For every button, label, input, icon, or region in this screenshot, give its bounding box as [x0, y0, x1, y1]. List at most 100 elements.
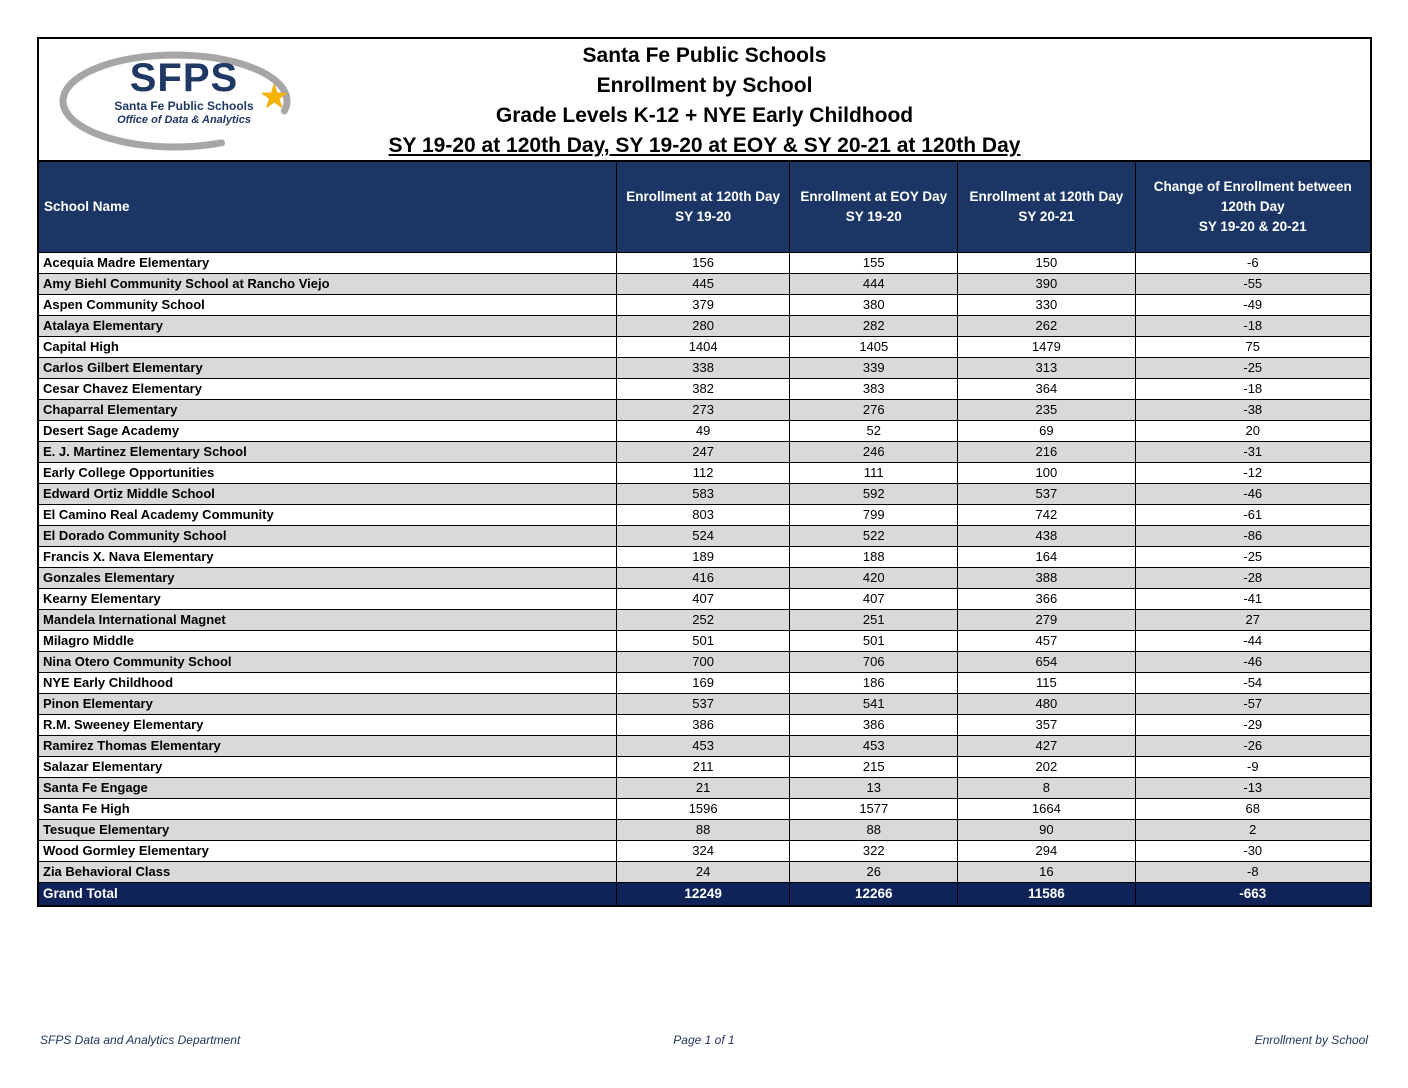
- logo-text-block: SFPS Santa Fe Public Schools Office of D…: [99, 57, 269, 127]
- enrollment-value-cell: 156: [616, 251, 791, 274]
- enrollment-value-cell: 90: [957, 818, 1136, 841]
- grand-total-label: Grand Total: [37, 881, 618, 907]
- enrollment-value-cell: 700: [616, 650, 791, 673]
- enrollment-value-cell: -9: [1134, 755, 1372, 778]
- enrollment-value-cell: -29: [1134, 713, 1372, 736]
- table-row: Acequia Madre Elementary 156 155 150 -6: [37, 251, 1372, 274]
- enrollment-value-cell: 251: [789, 608, 959, 631]
- enrollment-value-cell: 112: [616, 461, 791, 484]
- enrollment-value-cell: -12: [1134, 461, 1372, 484]
- table-row: Santa Fe High 1596 1577 1664 68: [37, 797, 1372, 820]
- enrollment-value-cell: 382: [616, 377, 791, 400]
- table-row: Aspen Community School 379 380 330 -49: [37, 293, 1372, 316]
- enrollment-value-cell: 150: [957, 251, 1136, 274]
- enrollment-value-cell: 1596: [616, 797, 791, 820]
- title-line-4: SY 19-20 at 120th Day, SY 19-20 at EOY &…: [388, 134, 1021, 157]
- enrollment-value-cell: -25: [1134, 356, 1372, 379]
- enrollment-value-cell: 294: [957, 839, 1136, 862]
- table-header: School Name Enrollment at 120th Day SY 1…: [37, 160, 1372, 253]
- column-header-enrollment-eoy-sy1920: Enrollment at EOY Day SY 19-20: [789, 160, 959, 253]
- school-name-cell: Carlos Gilbert Elementary: [37, 356, 618, 379]
- enrollment-value-cell: 501: [789, 629, 959, 652]
- report-sheet: SFPS Santa Fe Public Schools Office of D…: [37, 37, 1372, 907]
- enrollment-value-cell: 16: [957, 860, 1136, 883]
- enrollment-value-cell: 111: [789, 461, 959, 484]
- school-name-cell: R.M. Sweeney Elementary: [37, 713, 618, 736]
- enrollment-value-cell: -30: [1134, 839, 1372, 862]
- table-row: Amy Biehl Community School at Rancho Vie…: [37, 272, 1372, 295]
- table-row: Ramirez Thomas Elementary 453 453 427 -26: [37, 734, 1372, 757]
- grand-total-value: 12249: [616, 881, 791, 907]
- enrollment-value-cell: 407: [789, 587, 959, 610]
- enrollment-value-cell: 444: [789, 272, 959, 295]
- table-row: Gonzales Elementary 416 420 388 -28: [37, 566, 1372, 589]
- enrollment-value-cell: 338: [616, 356, 791, 379]
- enrollment-value-cell: 445: [616, 272, 791, 295]
- enrollment-value-cell: 75: [1134, 335, 1372, 358]
- enrollment-value-cell: 453: [789, 734, 959, 757]
- enrollment-value-cell: 2: [1134, 818, 1372, 841]
- enrollment-value-cell: 1479: [957, 335, 1136, 358]
- grand-total-value: -663: [1134, 881, 1372, 907]
- enrollment-value-cell: -13: [1134, 776, 1372, 799]
- enrollment-value-cell: 26: [789, 860, 959, 883]
- enrollment-table: School Name Enrollment at 120th Day SY 1…: [37, 160, 1372, 907]
- enrollment-value-cell: 541: [789, 692, 959, 715]
- enrollment-value-cell: 186: [789, 671, 959, 694]
- school-name-cell: Acequia Madre Elementary: [37, 251, 618, 274]
- school-name-cell: Nina Otero Community School: [37, 650, 618, 673]
- enrollment-value-cell: 524: [616, 524, 791, 547]
- enrollment-value-cell: 211: [616, 755, 791, 778]
- enrollment-value-cell: 537: [616, 692, 791, 715]
- enrollment-value-cell: 1405: [789, 335, 959, 358]
- enrollment-value-cell: -26: [1134, 734, 1372, 757]
- school-name-cell: Desert Sage Academy: [37, 419, 618, 442]
- enrollment-value-cell: 453: [616, 734, 791, 757]
- school-name-cell: Atalaya Elementary: [37, 314, 618, 337]
- enrollment-value-cell: -61: [1134, 503, 1372, 526]
- title-line-3: Grade Levels K-12 + NYE Early Childhood: [495, 104, 914, 127]
- logo-org-name: Santa Fe Public Schools: [114, 99, 254, 113]
- enrollment-value-cell: 457: [957, 629, 1136, 652]
- report-titles: Santa Fe Public Schools Enrollment by Sc…: [39, 41, 1370, 161]
- enrollment-value-cell: 1577: [789, 797, 959, 820]
- enrollment-value-cell: -28: [1134, 566, 1372, 589]
- enrollment-value-cell: 49: [616, 419, 791, 442]
- table-row: Zia Behavioral Class 24 26 16 -8: [37, 860, 1372, 883]
- logo-acronym: SFPS: [129, 56, 239, 100]
- enrollment-value-cell: 480: [957, 692, 1136, 715]
- header-row: School Name Enrollment at 120th Day SY 1…: [37, 160, 1372, 253]
- table-row: El Dorado Community School 524 522 438 -86: [37, 524, 1372, 547]
- enrollment-value-cell: 313: [957, 356, 1136, 379]
- enrollment-value-cell: 438: [957, 524, 1136, 547]
- enrollment-value-cell: 416: [616, 566, 791, 589]
- enrollment-value-cell: 742: [957, 503, 1136, 526]
- enrollment-value-cell: -18: [1134, 377, 1372, 400]
- grand-total-row: Grand Total 12249 12266 11586 -663: [37, 881, 1372, 907]
- enrollment-value-cell: 280: [616, 314, 791, 337]
- enrollment-value-cell: -6: [1134, 251, 1372, 274]
- school-name-cell: Amy Biehl Community School at Rancho Vie…: [37, 272, 618, 295]
- enrollment-value-cell: 501: [616, 629, 791, 652]
- enrollment-value-cell: 357: [957, 713, 1136, 736]
- table-row: Kearny Elementary 407 407 366 -41: [37, 587, 1372, 610]
- table-row: Tesuque Elementary 88 88 90 2: [37, 818, 1372, 841]
- enrollment-value-cell: 216: [957, 440, 1136, 463]
- enrollment-value-cell: 386: [616, 713, 791, 736]
- enrollment-value-cell: 189: [616, 545, 791, 568]
- table-row: Francis X. Nava Elementary 189 188 164 -25: [37, 545, 1372, 568]
- enrollment-value-cell: 330: [957, 293, 1136, 316]
- table-body: Acequia Madre Elementary 156 155 150 -6 Amy B…: [37, 251, 1372, 883]
- report-header-band: SFPS Santa Fe Public Schools Office of D…: [37, 37, 1372, 160]
- table-row: Milagro Middle 501 501 457 -44: [37, 629, 1372, 652]
- enrollment-value-cell: 386: [789, 713, 959, 736]
- table-row: Carlos Gilbert Elementary 338 339 313 -25: [37, 356, 1372, 379]
- school-name-cell: E. J. Martinez Elementary School: [37, 440, 618, 463]
- enrollment-value-cell: 366: [957, 587, 1136, 610]
- enrollment-value-cell: 100: [957, 461, 1136, 484]
- enrollment-value-cell: 13: [789, 776, 959, 799]
- enrollment-value-cell: -54: [1134, 671, 1372, 694]
- table-row: El Camino Real Academy Community 803 799 74…: [37, 503, 1372, 526]
- enrollment-value-cell: 88: [789, 818, 959, 841]
- enrollment-value-cell: 583: [616, 482, 791, 505]
